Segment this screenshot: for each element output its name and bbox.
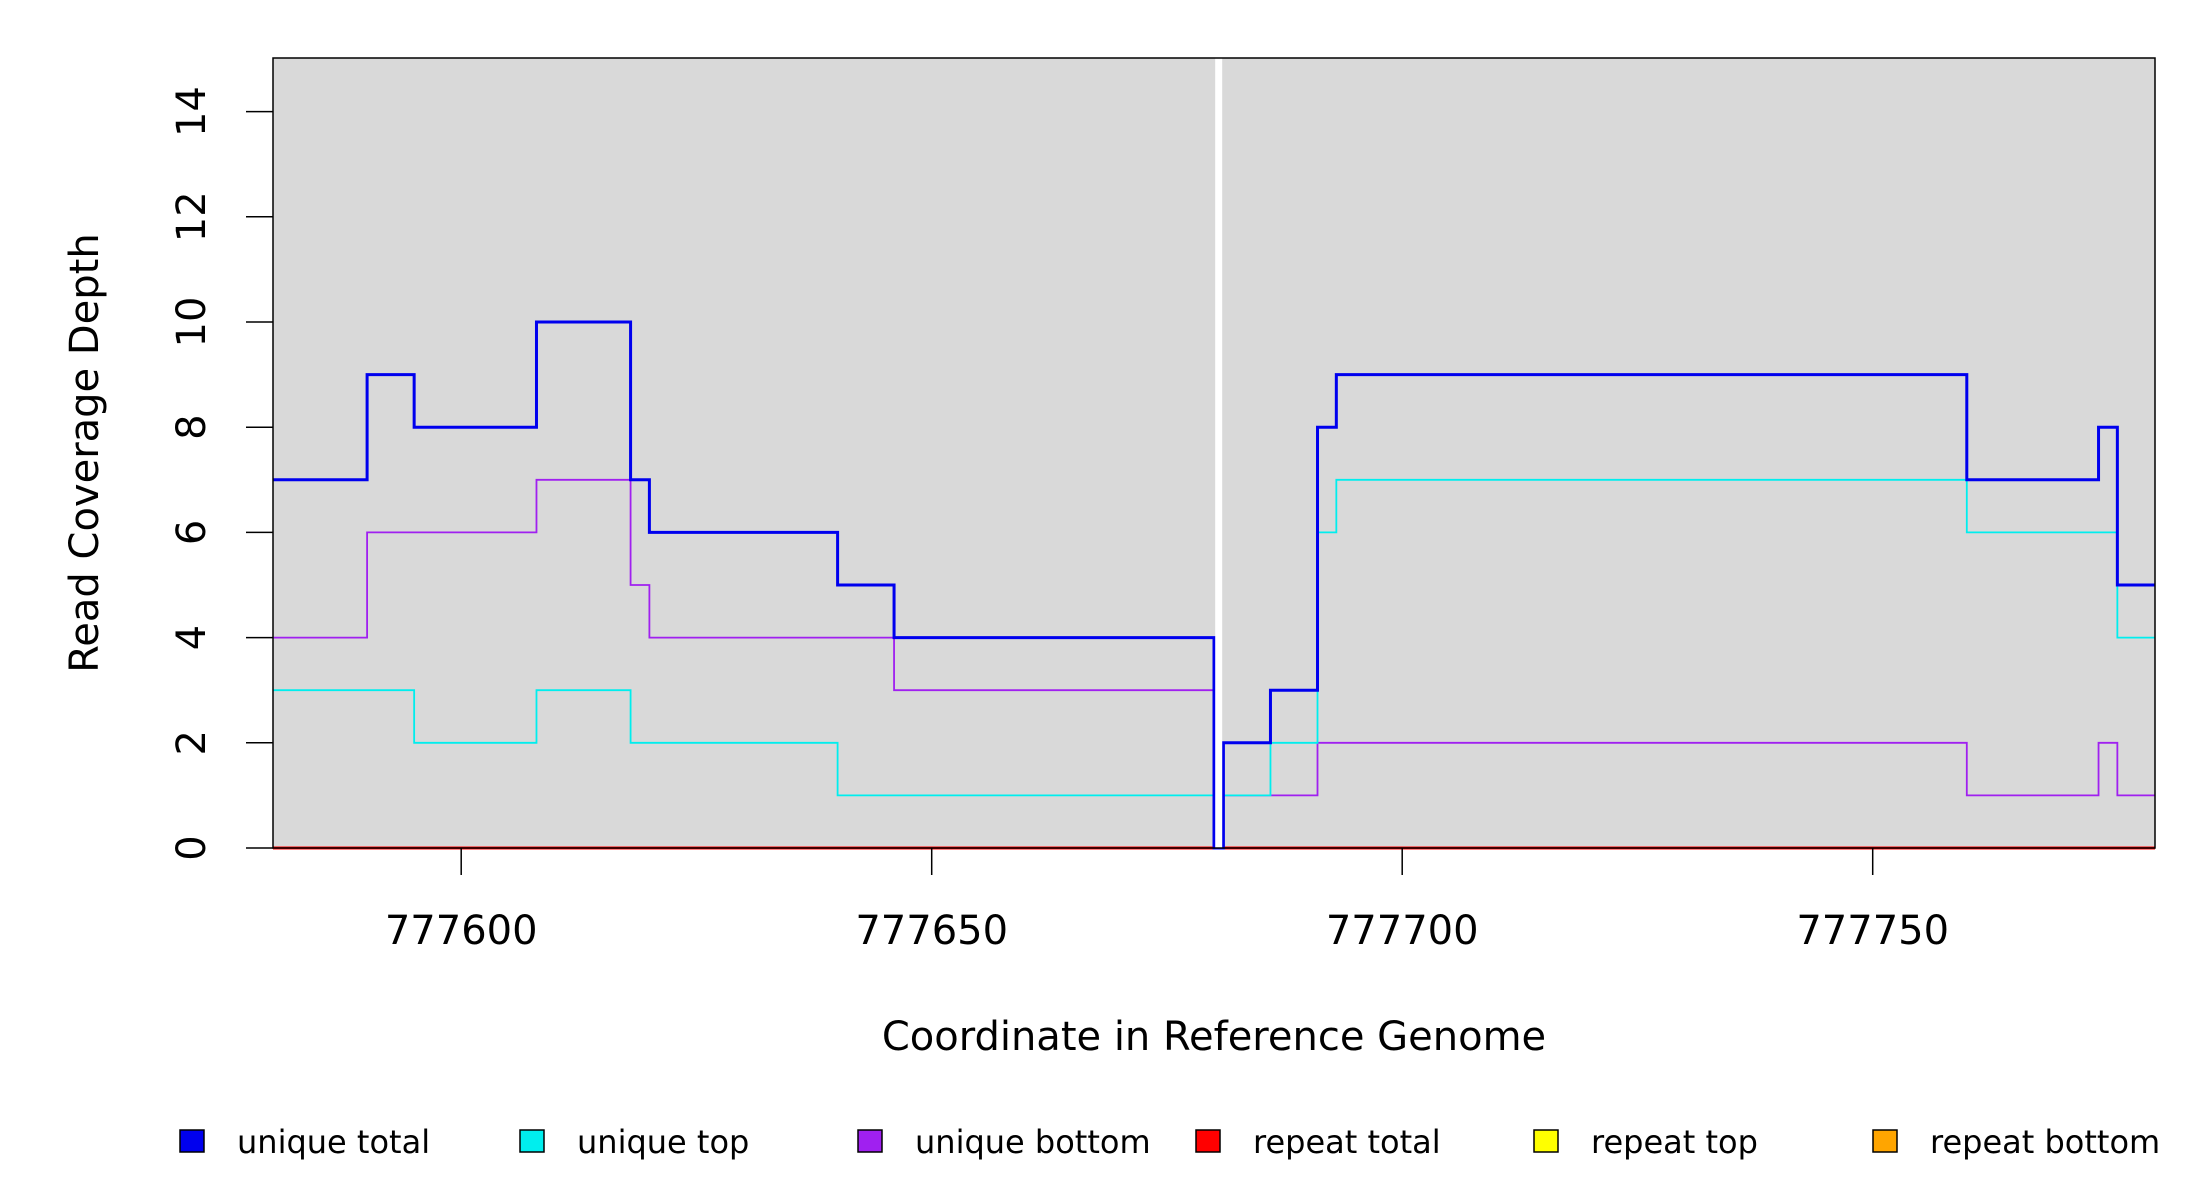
y-tick-label: 6 <box>169 520 215 545</box>
y-tick-label: 8 <box>169 414 215 439</box>
legend-swatch <box>519 1129 545 1153</box>
y-tick-label: 10 <box>169 297 215 348</box>
legend-label: unique total <box>237 1123 430 1161</box>
y-tick-label: 2 <box>169 730 215 755</box>
x-tick-label: 777700 <box>1326 908 1479 954</box>
legend-label: repeat bottom <box>1930 1123 2160 1161</box>
x-axis: 777600 777650 777700 777750 <box>385 848 1949 954</box>
plot-border <box>272 57 2156 849</box>
legend-swatch <box>179 1129 205 1153</box>
y-tick-label: 0 <box>169 835 215 860</box>
legend: unique total unique top unique bottom repea… <box>179 1123 2160 1161</box>
legend-swatch <box>1195 1129 1221 1153</box>
x-axis-title: Coordinate in Reference Genome <box>882 1014 1546 1060</box>
legend-swatch <box>857 1129 883 1153</box>
y-tick-label: 4 <box>169 625 215 650</box>
legend-label: repeat total <box>1253 1123 1441 1161</box>
series-line-unique-total <box>273 320 2155 850</box>
legend-label: unique bottom <box>915 1123 1151 1161</box>
x-tick-label: 777650 <box>855 908 1008 954</box>
x-tick-label: 777750 <box>1796 908 1949 954</box>
legend-label: unique top <box>577 1123 749 1161</box>
y-tick-label: 14 <box>169 86 215 137</box>
y-axis-title: Read Coverage Depth <box>62 233 108 672</box>
legend-swatch <box>1533 1129 1559 1153</box>
legend-label: repeat top <box>1591 1123 1758 1161</box>
legend-swatch <box>1872 1129 1898 1153</box>
y-axis: 0 2 4 6 8 10 12 14 <box>169 86 273 861</box>
y-tick-label: 12 <box>169 191 215 242</box>
x-tick-label: 777600 <box>385 908 538 954</box>
